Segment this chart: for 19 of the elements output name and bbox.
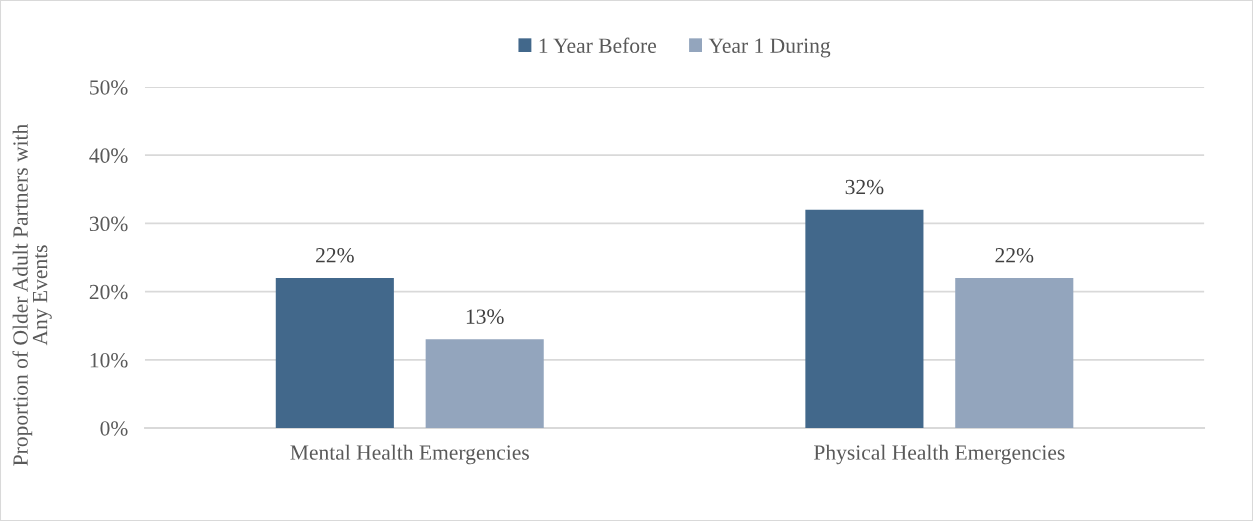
x-tick-label: Physical Health Emergencies xyxy=(814,444,1065,465)
y-tick-label: 30% xyxy=(89,216,128,232)
y-tick-label: 40% xyxy=(89,148,128,163)
bar xyxy=(805,209,924,428)
y-tick-label: 0% xyxy=(100,421,128,436)
data-label: 22% xyxy=(316,247,354,263)
data-label: 13% xyxy=(466,309,504,324)
y-axis-title: Proportion of Older Adult Partners with Any Events xyxy=(12,123,52,466)
y-tick-label: 10% xyxy=(90,352,128,368)
data-label: 32% xyxy=(845,179,884,195)
y-tick-label: 20% xyxy=(89,284,128,300)
data-label: 22% xyxy=(995,247,1034,263)
bar xyxy=(425,339,544,428)
y-tick-label: 50% xyxy=(90,80,128,95)
legend-label: Year 1 During xyxy=(708,38,831,58)
legend-label: 1 Year Before xyxy=(539,37,657,53)
x-tick-label: Mental Health Emergencies xyxy=(290,444,529,465)
bar xyxy=(955,277,1074,428)
bar xyxy=(275,277,394,428)
